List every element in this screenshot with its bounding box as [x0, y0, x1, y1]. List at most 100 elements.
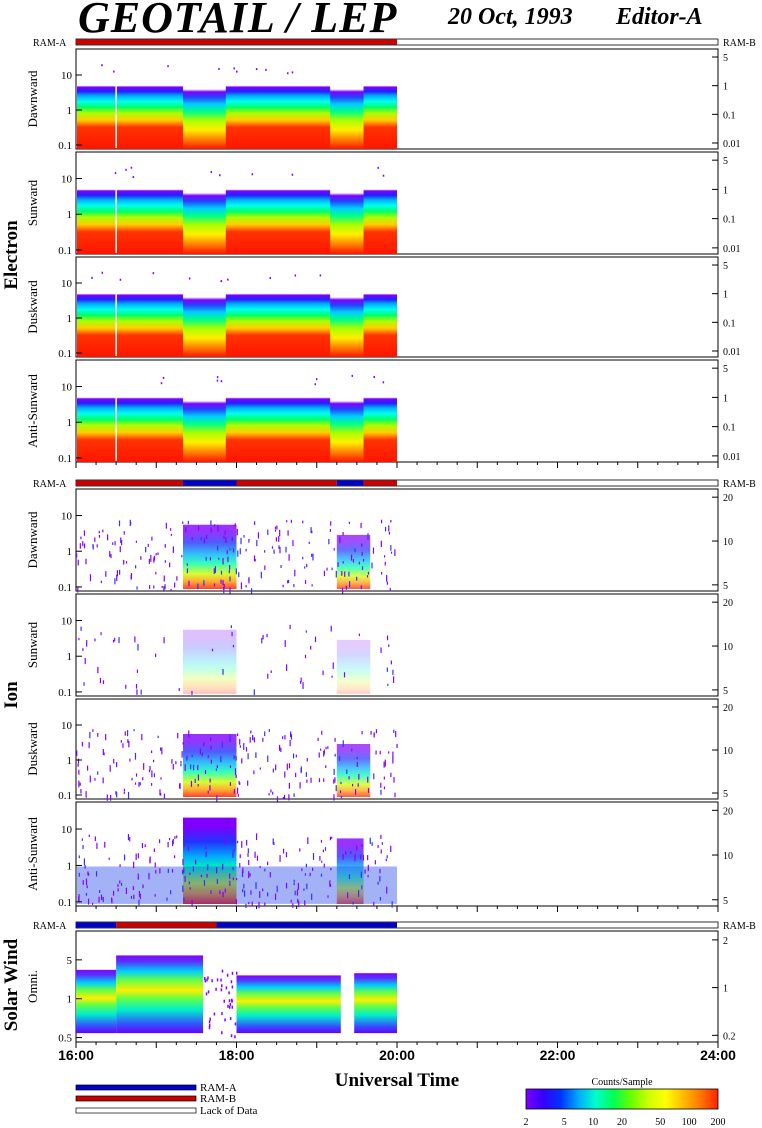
ion-speck — [129, 758, 131, 762]
ion-speck — [375, 729, 378, 734]
ion-speck — [161, 585, 163, 588]
sw-speck — [230, 998, 233, 1002]
ion-speck — [88, 834, 90, 838]
ion-speck — [232, 877, 234, 881]
ion-speck — [181, 554, 183, 558]
ion-speck — [232, 548, 235, 553]
ion-speck — [207, 755, 209, 759]
ion-speck — [127, 739, 129, 743]
ion-speck — [215, 768, 217, 771]
ion-speck — [389, 587, 391, 592]
ion-speck — [127, 791, 130, 799]
ion-speck — [153, 557, 155, 563]
electron-speck — [294, 274, 297, 277]
ion-speck — [246, 839, 248, 846]
sw-speck — [221, 969, 224, 973]
ion-speck — [178, 688, 180, 692]
ion-speck — [155, 653, 157, 658]
ion-speck — [211, 648, 214, 652]
ion-speck — [390, 519, 392, 523]
ion-speck — [94, 778, 96, 781]
ion-speck — [112, 890, 115, 896]
ion-speck — [331, 836, 333, 839]
electron-dip — [183, 184, 226, 254]
ion-speck — [148, 769, 151, 773]
ion-speck — [310, 527, 312, 533]
ion-speck — [78, 638, 80, 641]
ion-speck — [325, 746, 327, 750]
ion-speck — [140, 556, 142, 560]
ion-speck — [327, 746, 329, 749]
ion-speck — [164, 544, 166, 548]
ion-speck — [210, 745, 212, 750]
ion-speck — [283, 794, 286, 799]
ion-speck — [123, 854, 126, 861]
ion-speck — [290, 899, 292, 903]
y-tick-label: 10 — [61, 824, 73, 836]
ion-speck — [308, 541, 310, 544]
ion-speck — [338, 756, 341, 761]
ion-speck — [248, 871, 250, 879]
ion-speck — [141, 734, 143, 741]
y-tick-label: 0.1 — [58, 897, 72, 909]
ion-speck — [270, 670, 272, 673]
colorbar-tick-label: 2 — [524, 1117, 529, 1128]
ion-speck — [119, 546, 121, 553]
ion-speck — [134, 636, 136, 643]
ion-speck — [216, 879, 218, 884]
ion-speck — [377, 881, 379, 885]
ram-right-label: RAM-B — [723, 921, 756, 932]
ion-speck — [262, 634, 264, 640]
ion-speck — [105, 571, 107, 577]
ion-speck — [188, 580, 190, 587]
electron-speck — [216, 379, 219, 382]
ion-speck — [253, 737, 256, 743]
ion-speck — [242, 867, 244, 874]
ion-speck — [213, 583, 216, 587]
ion-speck — [321, 730, 323, 735]
ion-speck — [137, 853, 139, 859]
ion-speck — [237, 550, 239, 557]
colorbar-tick-label: 50 — [655, 1117, 665, 1128]
y-tick-label: 1 — [67, 209, 73, 221]
ion-speck — [302, 556, 304, 560]
ion-speck — [290, 734, 293, 740]
ion-speck — [237, 794, 239, 797]
ion-speck — [348, 571, 350, 577]
ion-speck — [143, 763, 145, 770]
ion-speck — [79, 782, 81, 786]
ion-speck — [323, 570, 326, 577]
ion-speck — [333, 794, 335, 801]
ion-speck — [199, 838, 202, 841]
electron-speck — [219, 174, 221, 177]
ion-speck — [356, 761, 358, 767]
ion-speck — [388, 525, 390, 532]
ion-speck — [371, 562, 373, 569]
ion-speck — [138, 890, 141, 897]
ion-speck — [98, 534, 101, 538]
ion-speck — [111, 897, 113, 902]
ion-speck — [290, 519, 292, 523]
ion-speck — [187, 845, 189, 851]
ion-speck — [209, 557, 212, 561]
sw-speck — [229, 1017, 232, 1021]
ion-speck — [350, 850, 352, 854]
ion-speck — [306, 779, 308, 783]
ion-speck — [165, 522, 167, 529]
ion-speck — [297, 883, 299, 890]
ion-speck — [333, 548, 335, 551]
ion-speck — [361, 543, 363, 547]
ion-speck — [176, 835, 178, 839]
ion-speck — [276, 885, 278, 893]
electron-speck — [236, 70, 238, 73]
ion-speck — [117, 888, 119, 892]
ion-speck — [239, 738, 241, 745]
ion-speck — [153, 555, 156, 561]
ion-speck — [334, 737, 336, 742]
ion-speck — [286, 763, 288, 770]
ion-speck — [386, 581, 388, 585]
electron-speck — [130, 166, 133, 169]
ion-speck — [287, 530, 289, 536]
ram-segment — [76, 480, 183, 486]
ram-right-label: RAM-B — [723, 479, 756, 490]
